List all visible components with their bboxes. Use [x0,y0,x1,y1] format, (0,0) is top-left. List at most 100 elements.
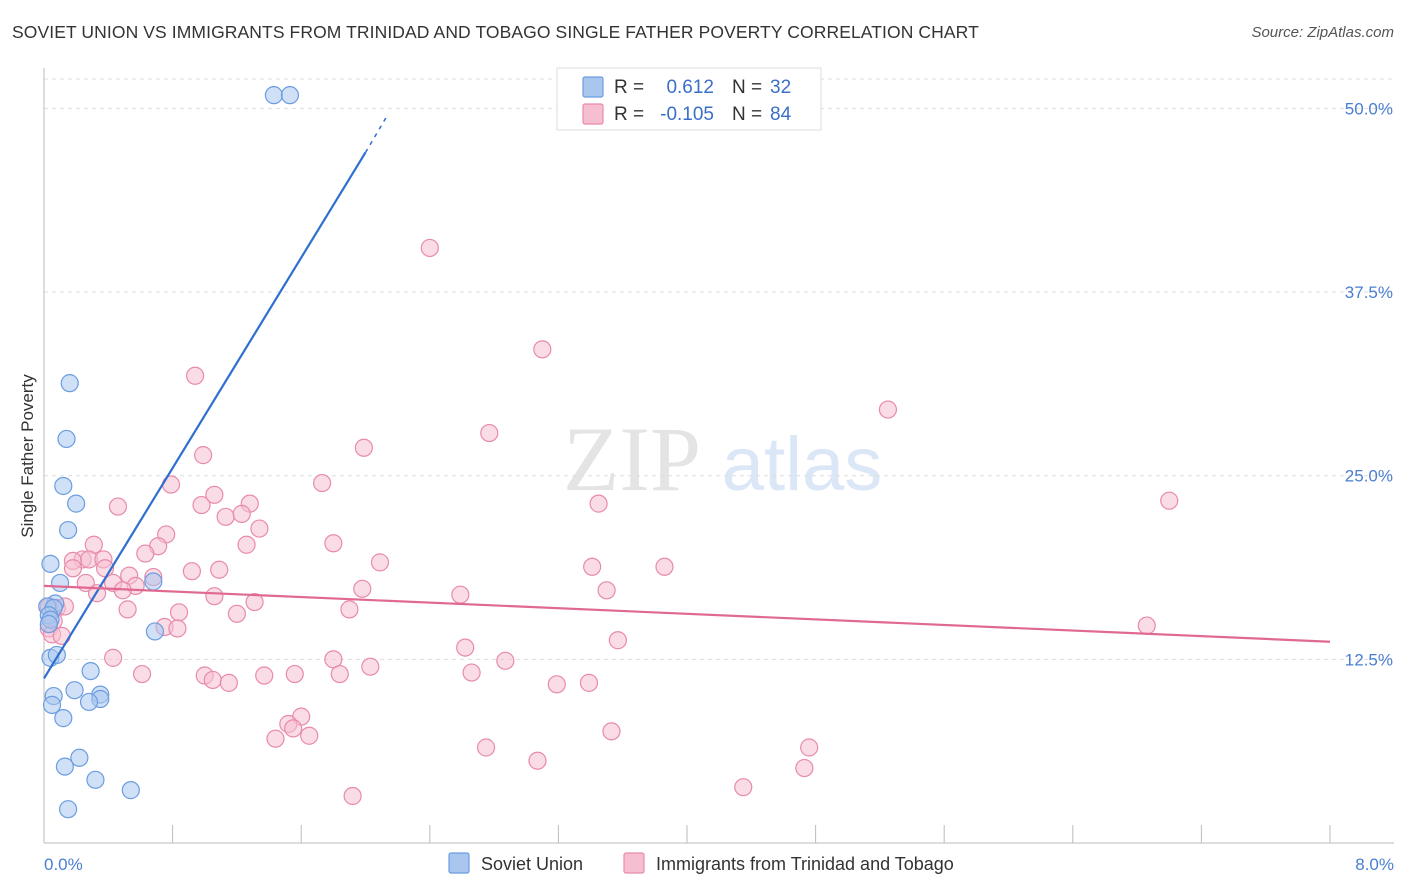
data-point [878,400,898,419]
data-point [420,238,439,258]
data-point [104,648,123,667]
data-point [597,581,616,600]
data-point [547,675,566,694]
data-point [41,554,60,573]
data-point [79,692,99,712]
data-point [264,86,283,105]
data-point [118,600,137,619]
data-point [476,738,496,757]
data-point [353,579,372,598]
data-point [795,758,814,778]
data-point [59,520,78,540]
data-point [63,559,83,578]
data-point [108,497,128,516]
x-tick-label-min: 0.0% [44,855,83,874]
data-point [227,604,246,623]
trend-line-soviet-extension [364,113,389,153]
gridlines [44,78,1394,660]
trend-lines [43,113,1331,680]
data-point [144,572,163,591]
y-tick-label: 12.5% [1345,650,1393,669]
data-point [70,748,89,767]
data-point [480,423,499,443]
legend-r-label-blue: R = [614,77,644,98]
data-point [81,661,100,681]
legend-r-value-blue: 0.612 [666,77,714,98]
data-point [528,751,547,770]
data-point [354,438,373,457]
legend-r-label-pink: R = [614,104,644,125]
data-point [219,673,238,692]
data-point [324,534,343,553]
data-point [451,585,470,604]
data-point [280,86,300,105]
data-point [55,757,74,776]
data-point [655,557,674,576]
data-point [169,603,189,622]
data-point [533,340,552,359]
data-point [245,592,264,612]
data-point [608,631,627,650]
data-point [216,507,235,526]
data-point [59,800,78,819]
legend-n-label-pink: N = [732,104,762,125]
x-tick-label-max: 8.0% [1355,855,1394,874]
data-point [340,600,359,619]
data-point [136,544,155,563]
data-point [496,651,515,670]
data-point [462,663,481,682]
data-point [192,495,211,515]
data-point [186,366,205,385]
trend-line-soviet [43,151,367,680]
source-label: Source: ZipAtlas.com [1251,24,1394,41]
data-point [312,473,332,493]
data-point [285,664,304,684]
data-point [205,587,224,606]
data-point [54,476,73,496]
series-legend-swatch-soviet [448,852,470,874]
data-point [361,657,380,676]
data-point [57,429,76,449]
data-point [456,638,475,657]
y-tick-labels: 12.5% 25.0% 37.5% 50.0% [1345,99,1393,669]
data-point [1160,491,1179,510]
x-axis-ticks [43,825,1331,843]
data-point [194,446,213,465]
data-point [1137,616,1156,635]
y-axis-label: Single Father Poverty [18,374,37,538]
legend-n-value-pink: 84 [770,104,792,125]
data-point [67,494,86,513]
y-tick-label: 37.5% [1345,283,1393,302]
chart-title: SOVIET UNION VS IMMIGRANTS FROM TRINIDAD… [12,22,979,42]
data-point [42,695,62,714]
data-point [800,738,819,757]
data-point [589,494,608,513]
data-point [330,664,349,684]
series-trinidad-points [39,238,1179,806]
series-legend: Soviet Union Immigrants from Trinidad an… [448,852,954,874]
data-point [145,622,165,641]
data-point [266,729,285,748]
data-point [86,770,105,789]
data-point [182,562,201,581]
data-point [65,681,84,700]
legend-r-value-pink: -0.105 [660,104,714,125]
legend-n-value-blue: 32 [770,77,791,98]
data-point [602,722,621,741]
data-point [343,786,362,806]
data-point [168,619,187,638]
series-legend-label-trinidad: Immigrants from Trinidad and Tobago [656,854,954,874]
data-point [583,557,602,576]
data-point [250,519,269,538]
data-point [60,374,79,393]
series-legend-label-soviet: Soviet Union [481,854,583,874]
trend-line-trinidad [43,584,1331,643]
data-point [50,573,70,593]
data-point [132,664,152,684]
data-point [203,670,222,690]
data-point [370,553,390,572]
correlation-legend: R = 0.612 N = 32 R = -0.105 N = 84 [556,67,822,131]
data-point [232,504,251,523]
data-point [237,535,256,554]
